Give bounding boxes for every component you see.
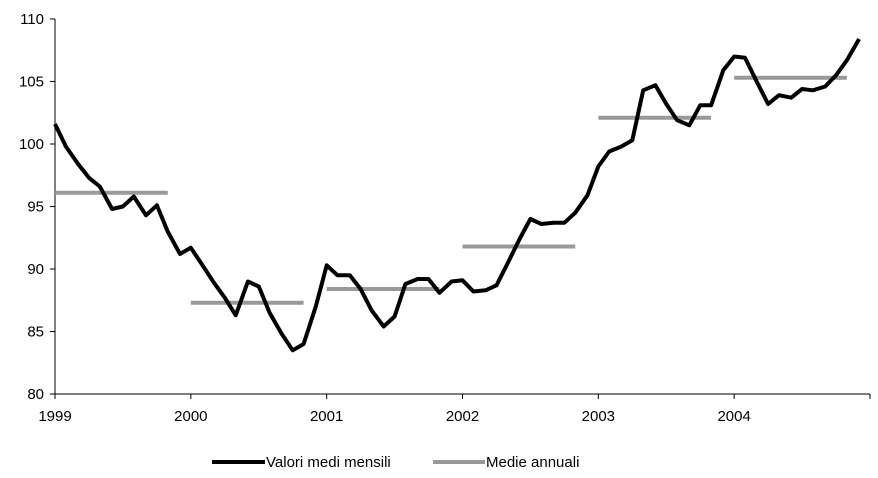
x-tick-label: 2002	[446, 408, 479, 425]
y-tick-label: 85	[27, 324, 44, 341]
y-tick-label: 95	[27, 199, 44, 216]
legend-label-monthly: Valori medi mensili	[266, 454, 391, 471]
y-axis: 80 85 90 95 100 105 110	[19, 11, 56, 403]
x-tick-label: 2000	[174, 408, 207, 425]
x-axis: 1999 2000 2001 2002 2003 2004	[38, 393, 871, 425]
legend: Valori medi mensili Medie annuali	[212, 454, 579, 471]
x-tick-label: 2004	[717, 408, 750, 425]
x-tick-label: 2001	[310, 408, 343, 425]
legend-label-annual: Medie annuali	[486, 454, 579, 471]
y-tick-label: 80	[27, 386, 44, 403]
y-tick-label: 100	[19, 136, 44, 153]
x-tick-label: 1999	[38, 408, 71, 425]
y-tick-label: 105	[19, 74, 44, 91]
monthly-values-line	[53, 38, 861, 353]
y-tick-label: 90	[27, 261, 44, 278]
annual-means-series	[55, 75, 847, 305]
y-tick-label: 110	[20, 11, 44, 28]
monthly-values-series	[53, 38, 861, 353]
x-tick-label: 2003	[582, 408, 615, 425]
